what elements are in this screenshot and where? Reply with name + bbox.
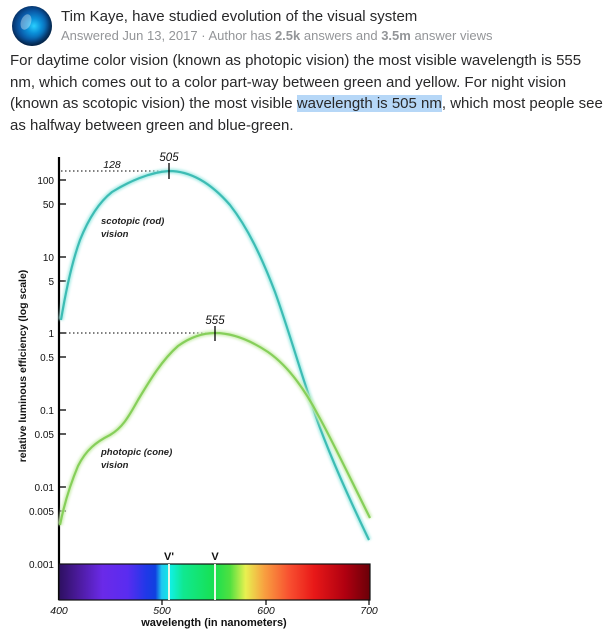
photopic-curve: [57, 330, 373, 526]
scotopic-peak-wavelength: 505: [159, 152, 179, 164]
scotopic-label: scotopic (rod): [101, 216, 164, 227]
scotopic-peak-value: 128: [103, 159, 121, 171]
svg-text:0.001: 0.001: [29, 560, 54, 571]
author-credential[interactable]: Tim Kaye, have studied evolution of the …: [61, 8, 418, 25]
luminous-efficiency-chart: relative luminous efficiency (log scale)…: [17, 152, 378, 629]
photopic-label-line2: vision: [101, 460, 129, 471]
scotopic-label-line2: vision: [101, 229, 129, 240]
v-label: V: [211, 551, 219, 563]
svg-text:50: 50: [43, 200, 55, 211]
svg-text:10: 10: [43, 253, 55, 264]
svg-text:0.1: 0.1: [40, 406, 54, 417]
svg-text:100: 100: [37, 176, 54, 187]
x-tick-labels: 400 500 600 700: [50, 605, 378, 617]
y-tick-labels: 100 50 10 5 1 0.5 0.1 0.05 0.01 0.005 0.…: [29, 176, 54, 571]
answer-body: For daytime color vision (known as photo…: [10, 52, 603, 134]
svg-text:400: 400: [50, 605, 68, 617]
answers-count: 2.5k: [274, 28, 301, 43]
svg-text:600: 600: [257, 605, 275, 617]
svg-text:500: 500: [153, 605, 171, 617]
v-prime-label: V': [164, 551, 174, 563]
svg-text:0.005: 0.005: [29, 507, 54, 518]
answer-meta: Answered Jun 13, 2017 · Author has 2.5k …: [61, 28, 493, 43]
svg-text:0.01: 0.01: [35, 483, 55, 494]
answered-date[interactable]: Answered Jun 13, 2017: [61, 28, 198, 43]
answer-header: Tim Kaye, have studied evolution of the …: [10, 4, 610, 46]
x-axis-label: wavelength (in nanometers): [140, 617, 287, 629]
svg-text:0.5: 0.5: [40, 353, 54, 364]
x-ticks: [161, 600, 370, 605]
svg-text:700: 700: [360, 605, 378, 617]
svg-text:5: 5: [48, 277, 54, 288]
avatar[interactable]: [12, 6, 52, 46]
views-count: 3.5m: [381, 28, 411, 43]
photopic-peak-wavelength: 555: [205, 315, 225, 327]
text-selection-highlight: wavelength is 505 nm: [296, 95, 442, 112]
y-axis-label: relative luminous efficiency (log scale): [17, 270, 29, 463]
svg-text:1: 1: [48, 329, 54, 340]
svg-text:0.05: 0.05: [35, 430, 55, 441]
photopic-label: photopic (cone): [100, 447, 172, 458]
